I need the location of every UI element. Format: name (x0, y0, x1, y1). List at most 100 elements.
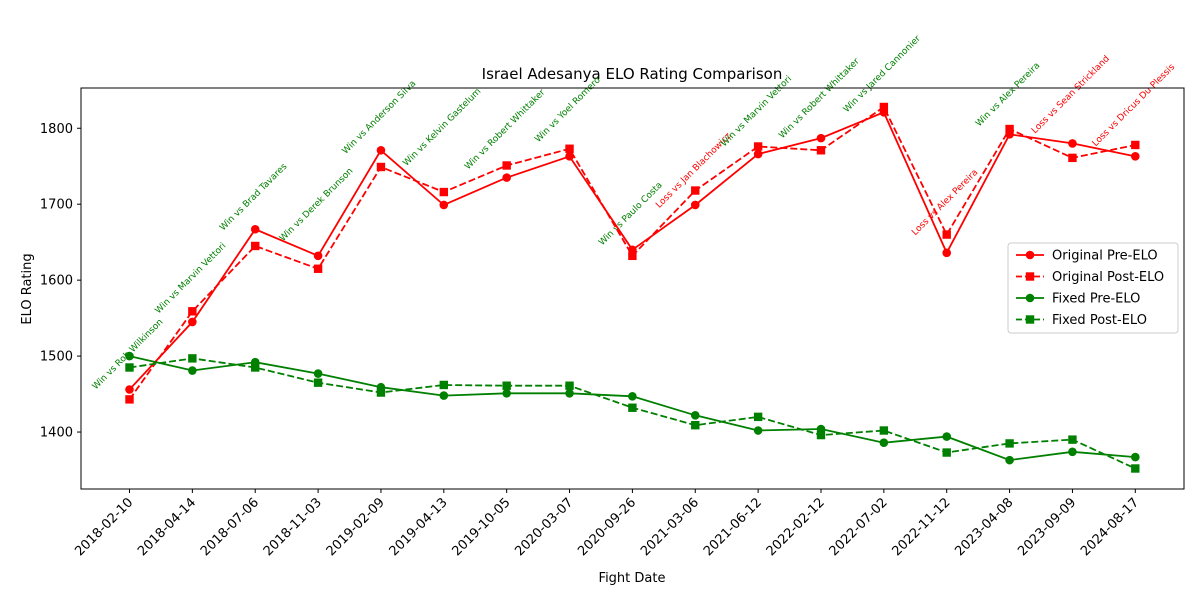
x-tick-label: 2022-02-12 (764, 495, 828, 559)
x-tick-label: 2020-03-07 (512, 495, 576, 559)
x-tick-label: 2019-04-13 (387, 495, 451, 559)
data-point (1131, 152, 1140, 161)
data-point (879, 426, 889, 435)
y-axis-title: ELO Rating (20, 253, 35, 324)
data-point (942, 230, 951, 239)
x-tick-label: 2022-11-12 (890, 495, 954, 559)
fight-annotation: Loss vs Dricus Du Plessis (1091, 62, 1178, 149)
y-tick-label: 1600 (40, 274, 73, 289)
fight-annotation: Win vs Yoel Romero (533, 75, 603, 145)
fight-annotation: Win vs Jared Cannonier (842, 34, 923, 115)
x-tick-label: 2021-03-06 (638, 495, 702, 559)
legend-marker (1025, 315, 1035, 324)
legend: Original Pre-ELO Original Post-ELO Fixed P… (1007, 242, 1179, 334)
x-tick-label: 2018-07-06 (198, 495, 262, 559)
legend-marker (1025, 272, 1035, 281)
fight-annotation: Loss vs Alex Pereira (910, 168, 980, 238)
data-point (1005, 124, 1014, 134)
chart-title: Israel Adesanya ELO Rating Comparison (482, 65, 783, 83)
data-point (439, 200, 449, 210)
series-fixed-post-elo (125, 354, 1140, 473)
fight-annotation: Win vs Derek Brunson (278, 166, 355, 243)
data-point (439, 380, 449, 390)
legend-marker (1025, 250, 1035, 260)
data-point (879, 438, 889, 447)
data-point (816, 133, 826, 143)
legend-item: Original Pre-ELO (1016, 249, 1158, 264)
data-point (1005, 439, 1014, 448)
y-axis-ticks: 1400 1500 1600 1700 1800 (40, 122, 81, 441)
data-point (125, 351, 134, 361)
x-tick-label: 2019-10-05 (449, 495, 513, 559)
fight-annotation: Win vs Brad Tavares (218, 162, 289, 233)
x-tick-label: 2024-08-17 (1078, 495, 1142, 559)
data-point (1068, 435, 1077, 444)
data-point (313, 378, 323, 387)
legend-item: Fixed Pre-ELO (1016, 292, 1140, 307)
legend-item: Fixed Post-ELO (1016, 313, 1147, 328)
series-original-post-elo (125, 102, 1140, 404)
data-point (691, 421, 700, 430)
series-line (129, 357, 1136, 470)
y-tick-label: 1800 (40, 122, 73, 137)
data-point (1131, 464, 1140, 473)
data-point (942, 248, 952, 258)
y-tick-label: 1700 (40, 198, 73, 213)
x-tick-label: 2018-02-10 (72, 495, 136, 559)
x-tick-label: 2019-02-09 (324, 495, 388, 559)
data-point (313, 369, 323, 378)
data-point (628, 251, 637, 261)
data-point (753, 412, 763, 422)
data-point (439, 187, 449, 197)
legend-box (1007, 242, 1179, 334)
series-layer (125, 102, 1140, 473)
data-point (502, 173, 511, 182)
data-point (753, 149, 763, 159)
fight-annotation: Loss vs Sean Strickland (1030, 54, 1112, 136)
x-tick-label: 2023-09-09 (1015, 495, 1079, 559)
data-point (1068, 153, 1077, 163)
x-tick-label: 2018-11-03 (261, 495, 325, 559)
data-point (942, 448, 951, 457)
fight-annotation: Win vs Robert Whittaker (777, 56, 861, 140)
data-point (376, 145, 386, 155)
data-point (502, 161, 511, 170)
fight-annotation: Win vs Marvin Vettori (154, 241, 229, 316)
x-tick-label: 2020-09-26 (575, 495, 639, 559)
data-point (690, 200, 700, 210)
data-point (313, 251, 323, 261)
data-point (565, 381, 574, 390)
data-point (502, 381, 511, 390)
data-point (690, 411, 700, 420)
data-point (753, 426, 763, 435)
y-tick-label: 1500 (40, 350, 73, 365)
data-point (188, 366, 197, 375)
legend-label: Original Post-ELO (1052, 270, 1164, 285)
fight-annotation: Win vs Anderson Silva (341, 79, 419, 157)
data-point (376, 388, 386, 397)
data-point (313, 264, 323, 273)
data-point (188, 354, 197, 363)
data-point (250, 224, 260, 234)
data-point (565, 144, 574, 153)
data-point (188, 317, 197, 327)
series-fixed-pre-elo (125, 351, 1140, 465)
x-tick-label: 2023-04-08 (952, 495, 1016, 559)
series-original-pre-elo (125, 108, 1140, 394)
data-point (125, 363, 134, 372)
data-point (251, 363, 260, 372)
data-point (1068, 447, 1077, 457)
data-point (1131, 140, 1140, 150)
legend-item: Original Post-ELO (1016, 270, 1164, 285)
data-point (942, 432, 952, 441)
x-tick-label: 2021-06-12 (701, 495, 765, 559)
y-tick-label: 1400 (40, 426, 73, 441)
data-point (251, 241, 260, 251)
data-point (188, 307, 197, 316)
data-point (1068, 139, 1077, 148)
legend-marker (1025, 293, 1035, 303)
x-tick-label: 2022-07-02 (827, 495, 891, 559)
data-point (125, 395, 134, 404)
data-point (439, 391, 449, 400)
